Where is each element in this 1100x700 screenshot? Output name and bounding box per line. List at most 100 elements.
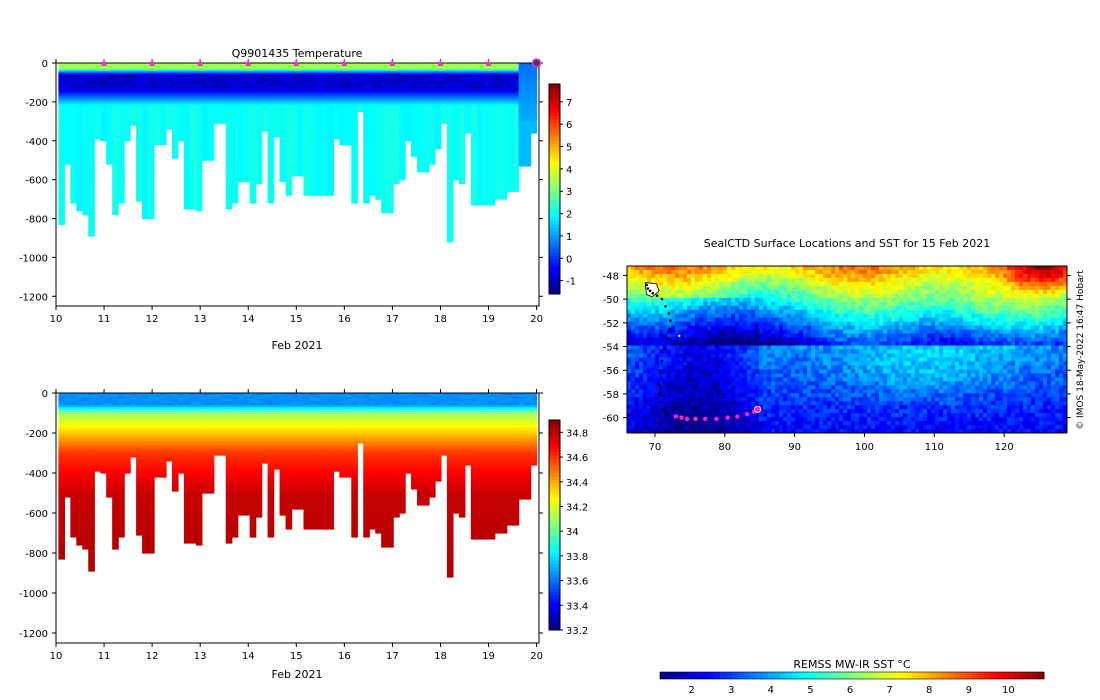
section-cell: [524, 111, 532, 115]
section-cell: [506, 99, 514, 103]
section-cell: [88, 208, 95, 212]
colorbar-segment: [549, 136, 560, 141]
section-cell: [452, 76, 460, 80]
section-cell: [142, 148, 149, 152]
section-cell: [279, 86, 287, 89]
section-cell: [237, 63, 245, 66]
x-tick-label: 13: [194, 314, 207, 325]
section-cell: [488, 113, 496, 117]
section-cell: [327, 105, 334, 109]
section-cell: [452, 105, 460, 109]
section-cell: [130, 84, 137, 87]
section-cell: [315, 156, 323, 159]
section-cell: [423, 167, 430, 171]
colorbar-segment: [549, 101, 560, 106]
section-cell: [100, 86, 107, 89]
section-cell: [225, 175, 233, 179]
section-cell: [488, 167, 496, 171]
section-cell: [303, 138, 311, 142]
section-cell: [70, 164, 77, 167]
section-cell: [189, 169, 197, 173]
section-cell: [411, 154, 418, 157]
section-cell: [506, 131, 514, 134]
section-cell: [213, 82, 221, 85]
section-cell: [518, 140, 526, 144]
section-cell: [315, 109, 323, 113]
section-cell: [387, 78, 394, 82]
section-cell: [171, 125, 179, 128]
section-cell: [446, 150, 454, 154]
section-cell: [458, 123, 466, 126]
section-cell: [452, 117, 460, 120]
section-cell: [285, 72, 293, 76]
section-cell: [351, 171, 358, 175]
section-cell: [130, 80, 137, 84]
section-cell: [297, 138, 305, 142]
section-cell: [339, 86, 346, 89]
section-cell: [393, 70, 400, 74]
section-cell: [148, 210, 155, 214]
section-cell: [94, 132, 101, 136]
section-cell: [309, 179, 317, 183]
section-cell: [225, 66, 233, 70]
section-cell: [488, 201, 496, 204]
section-cell: [327, 86, 334, 89]
section-cell: [458, 121, 466, 124]
section-cell: [118, 109, 125, 113]
section-cell: [225, 166, 233, 169]
section-cell: [315, 66, 323, 70]
section-cell: [512, 181, 520, 185]
section-cell: [231, 152, 239, 155]
section-cell: [488, 80, 496, 84]
section-cell: [488, 175, 496, 179]
section-cell: [417, 152, 424, 155]
section-cell: [160, 86, 167, 89]
section-cell: [118, 121, 125, 124]
section-cell: [417, 72, 424, 76]
section-cell: [70, 148, 77, 152]
section-cell: [488, 183, 496, 187]
section-cell: [58, 421, 65, 424]
section-cell: [303, 131, 311, 134]
section-cell: [375, 136, 382, 140]
section-cell: [351, 101, 358, 105]
section-cell: [452, 177, 460, 181]
section-cell: [70, 150, 77, 154]
section-cell: [470, 68, 478, 72]
section-cell: [195, 140, 203, 144]
section-cell: [500, 94, 508, 97]
section-cell: [488, 156, 496, 159]
section-cell: [183, 189, 191, 192]
section-cell: [351, 191, 358, 194]
section-cell: [112, 185, 119, 189]
section-cell: [64, 119, 71, 122]
section-cell: [58, 467, 65, 470]
section-cell: [309, 119, 317, 122]
section-cell: [88, 210, 95, 214]
section-cell: [434, 127, 442, 130]
section-cell: [381, 136, 388, 140]
section-cell: [476, 191, 484, 194]
section-cell: [124, 127, 131, 130]
section-cell: [506, 82, 514, 85]
section-cell: [363, 123, 370, 126]
section-cell: [381, 90, 388, 93]
section-cell: [243, 152, 251, 155]
section-cell: [351, 111, 358, 115]
section-cell: [470, 175, 478, 179]
section-cell: [255, 148, 263, 152]
section-cell: [261, 94, 269, 97]
section-cell: [106, 103, 113, 107]
section-cell: [393, 72, 400, 76]
section-cell: [64, 152, 71, 155]
section-cell: [375, 167, 382, 171]
section-cell: [470, 148, 478, 152]
section-cell: [189, 152, 197, 155]
section-cell: [255, 68, 263, 72]
section-cell: [76, 142, 83, 146]
section-cell: [339, 74, 346, 78]
section-cell: [124, 105, 131, 109]
section-cell: [171, 107, 179, 111]
section-cell: [171, 103, 179, 107]
section-cell: [183, 160, 191, 163]
